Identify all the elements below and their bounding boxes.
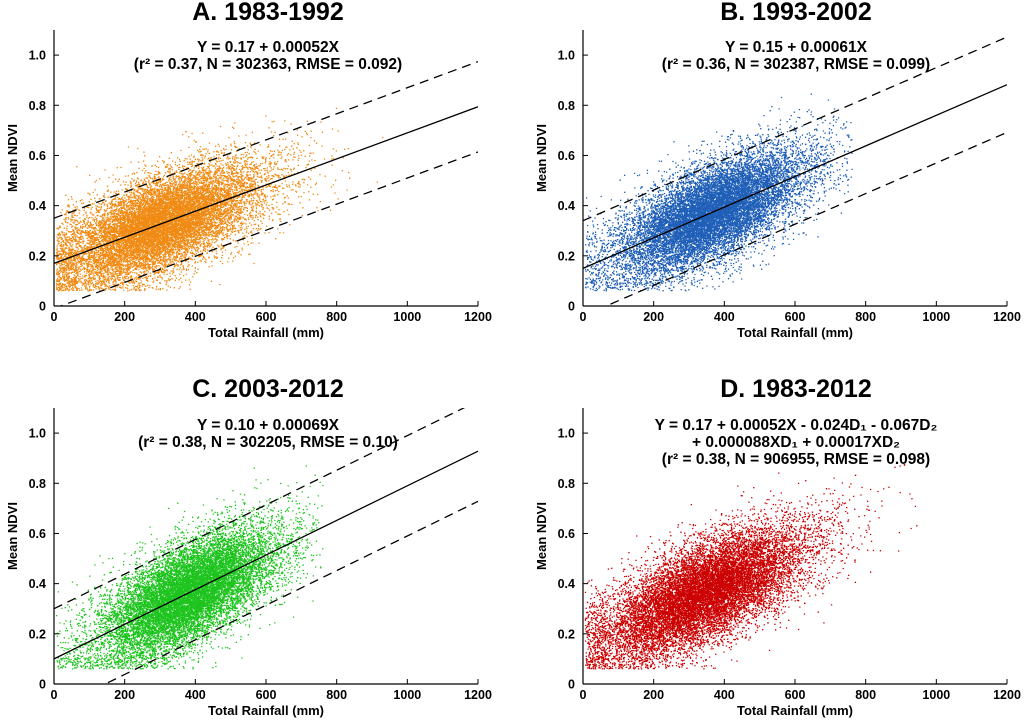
y-tick-label: 0.6 [558,149,575,163]
x-tick-label: 0 [580,688,587,702]
y-tick-label: 0.8 [29,99,46,113]
y-tick-label: 1.0 [29,427,46,441]
x-tick-label: 800 [855,310,876,324]
x-axis-label: Total Rainfall (mm) [737,703,853,718]
regression-lines [54,61,478,306]
x-axis-label: Total Rainfall (mm) [737,325,853,340]
x-tick-label: 600 [785,688,806,702]
x-axis-label: Total Rainfall (mm) [208,703,324,718]
equation-line: (r² = 0.36, N = 302387, RMSE = 0.099) [662,56,930,73]
chart-title: D. 1983-2012 [720,375,872,403]
scatter-cloud [55,107,384,292]
y-tick-label: 0.8 [558,477,575,491]
y-tick-label: 0.8 [558,99,575,113]
y-tick-label: 0.2 [29,627,46,641]
chart-panel-2: 0 200 400 600 800 1000 1200 0 0.2 0.4 0.6 0.8 1.0 Tot… [534,0,1021,340]
x-tick-label: 600 [256,688,277,702]
x-tick-label: 1000 [922,310,950,324]
equation-line: (r² = 0.38, N = 302205, RMSE = 0.10) [138,434,398,451]
y-tick-label: 0 [39,678,46,692]
x-tick-label: 600 [256,310,277,324]
x-tick-label: 800 [855,688,876,702]
y-axis-label: Mean NDVI [534,124,549,192]
y-tick-label: 1.0 [558,427,575,441]
y-tick-label: 0 [568,678,575,692]
scatter-cloud [584,464,918,670]
scatter-cloud [56,465,324,670]
equation-line: (r² = 0.37, N = 302363, RMSE = 0.092) [134,56,402,73]
x-tick-label: 1200 [464,310,492,324]
x-tick-label: 200 [114,688,135,702]
equation-line: (r² = 0.38, N = 906955, RMSE = 0.098) [662,451,930,468]
x-tick-label: 200 [114,310,135,324]
chart-panel-4: 0 200 400 600 800 1000 1200 0 0.2 0.4 0.6 0.8 1.0 Tot… [534,375,1021,718]
x-axis-label: Total Rainfall (mm) [208,325,324,340]
scatter-points [56,465,324,670]
y-tick-label: 0.6 [29,527,46,541]
upper-bound-line [54,61,478,219]
y-tick-label: 0.2 [558,249,575,263]
lower-bound-line [604,131,1007,306]
x-tick-label: 0 [580,310,587,324]
scatter-points [584,93,853,292]
x-tick-label: 1200 [993,688,1021,702]
x-tick-label: 400 [714,688,735,702]
chart-title: B. 1993-2002 [720,0,872,26]
y-tick-label: 0.2 [558,627,575,641]
x-tick-label: 600 [785,310,806,324]
chart-panel-3: 0 200 400 600 800 1000 1200 0 0.2 0.4 0.6 0.8 1.0 Tot… [5,375,492,718]
regression-lines [583,36,1007,306]
regression-line [54,106,478,264]
x-tick-label: 800 [326,688,347,702]
scatter-cloud [584,93,853,292]
y-tick-label: 0.6 [29,149,46,163]
y-axis-label: Mean NDVI [5,502,20,570]
lower-bound-line [103,500,478,684]
x-tick-label: 1000 [922,688,950,702]
x-tick-label: 1200 [993,310,1021,324]
x-tick-label: 1000 [393,310,421,324]
regression-line [583,84,1007,269]
upper-bound-line [583,36,1007,222]
upper-bound-line [54,408,466,610]
equation-line: Y = 0.17 + 0.00052X - 0.024D₁ - 0.067D₂ [655,417,938,434]
y-tick-label: 1.0 [558,49,575,63]
regression-lines [54,408,478,684]
x-tick-label: 400 [185,310,206,324]
y-tick-label: 0.2 [29,249,46,263]
x-tick-label: 400 [185,688,206,702]
regression-line [54,450,478,660]
y-tick-label: 0 [568,300,575,314]
y-tick-label: 0.8 [29,477,46,491]
x-tick-label: 0 [51,688,58,702]
y-tick-label: 0.4 [29,199,46,213]
equation-line: Y = 0.17 + 0.00052X [197,39,340,56]
y-tick-label: 0.4 [29,577,46,591]
x-tick-label: 0 [51,310,58,324]
scatter-points [584,464,918,670]
equation-line: + 0.000088XD₁ + 0.00017XD₂ [692,434,900,451]
scatter-points [55,107,384,292]
chart-panel-1: 0 200 400 600 800 1000 1200 0 0.2 0.4 0.6 0.8 1.0 Tot… [5,0,492,340]
y-tick-label: 0.4 [558,199,575,213]
x-tick-label: 200 [643,688,664,702]
lower-bound-line [58,151,478,306]
x-tick-label: 1000 [393,688,421,702]
y-tick-label: 0.4 [558,577,575,591]
y-axis-label: Mean NDVI [534,502,549,570]
equation-line: Y = 0.10 + 0.00069X [197,417,340,434]
equation-line: Y = 0.15 + 0.00061X [725,39,868,56]
y-tick-label: 0 [39,300,46,314]
x-tick-label: 200 [643,310,664,324]
y-tick-label: 1.0 [29,49,46,63]
x-tick-label: 1200 [464,688,492,702]
x-tick-label: 400 [714,310,735,324]
y-tick-label: 0.6 [558,527,575,541]
y-axis-label: Mean NDVI [5,124,20,192]
chart-title: A. 1983-1992 [192,0,344,26]
x-tick-label: 800 [326,310,347,324]
chart-title: C. 2003-2012 [192,375,344,403]
